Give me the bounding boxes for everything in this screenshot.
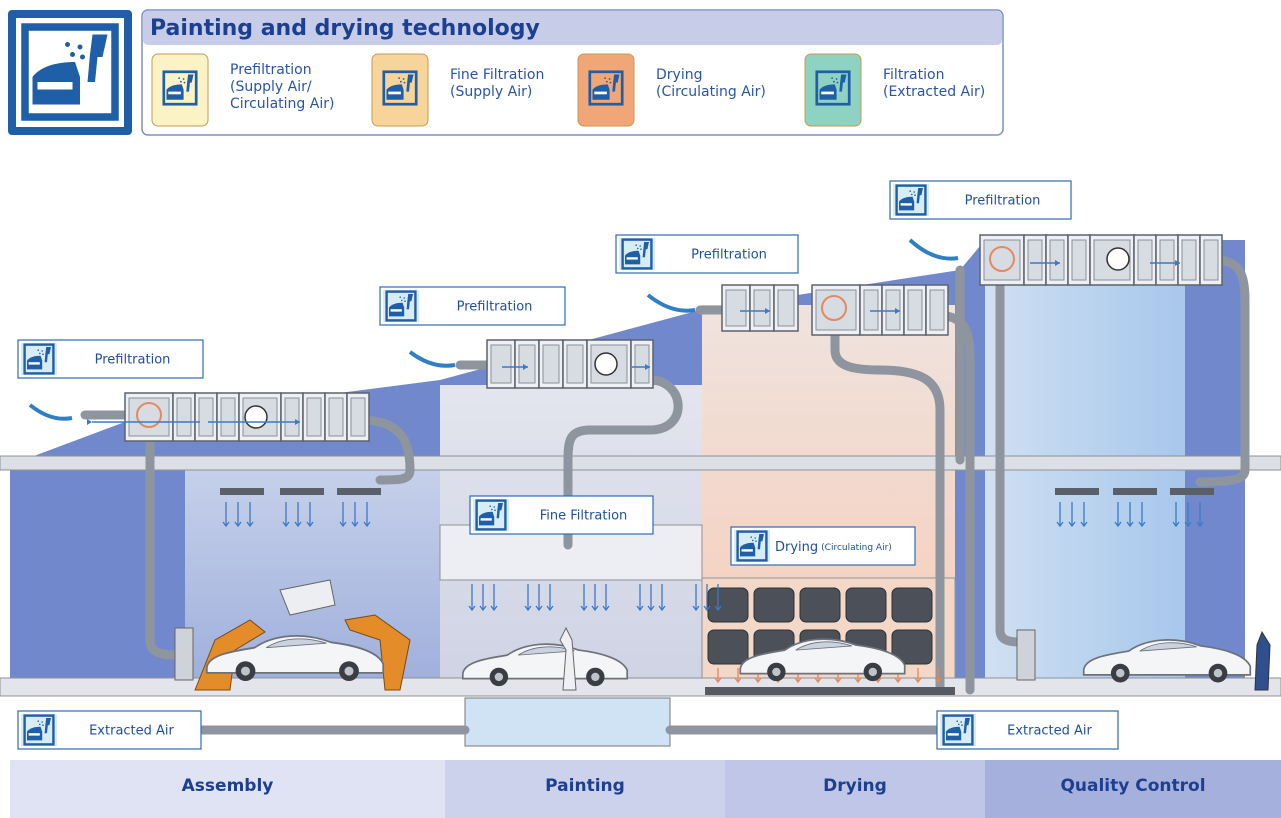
- legend-text: Circulating Air): [230, 96, 334, 112]
- unit-panel: [491, 345, 511, 383]
- unit-panel: [567, 345, 583, 383]
- unit-panel: [519, 345, 535, 383]
- callout-label: Extracted Air: [89, 724, 174, 739]
- unit-panel: [1072, 240, 1086, 280]
- dryer-radiator: [708, 630, 748, 664]
- intake-arrow: [910, 240, 958, 259]
- legend-text: (Extracted Air): [883, 84, 985, 100]
- unit-panel: [778, 290, 794, 326]
- intake-arrow: [648, 295, 695, 311]
- unit-panel: [199, 398, 213, 436]
- unit-panel: [726, 290, 746, 326]
- airflow-head: [87, 419, 92, 425]
- fan: [1107, 248, 1129, 270]
- diffuser: [1055, 488, 1099, 495]
- unit-panel: [177, 398, 191, 436]
- section-label: Assembly: [182, 776, 274, 796]
- unit-panel: [1182, 240, 1196, 280]
- extract-box: [1017, 630, 1035, 680]
- unit-panel: [930, 290, 944, 330]
- callout-label: Prefiltration: [457, 300, 533, 315]
- dryer-radiator: [754, 588, 794, 622]
- unit-panel: [1028, 240, 1042, 280]
- legend-text: (Circulating Air): [656, 84, 766, 100]
- section-label: Quality Control: [1060, 776, 1205, 796]
- unit-panel: [307, 398, 321, 436]
- section-label: Drying: [823, 776, 887, 796]
- floor: [0, 678, 1281, 696]
- unit-panel: [864, 290, 878, 330]
- diffuser: [1113, 488, 1157, 495]
- unit-panel: [754, 290, 770, 326]
- callout-label: Drying(Circulating Air): [775, 540, 892, 555]
- diffuser: [337, 488, 381, 495]
- sections: Assembly Painting Drying Quality Control: [10, 760, 1281, 818]
- drying-main: Drying: [775, 540, 818, 555]
- callout-label: Prefiltration: [965, 194, 1041, 209]
- dryer-radiator: [800, 588, 840, 622]
- dryer-radiator: [846, 588, 886, 622]
- callout-label: Extracted Air: [1007, 724, 1092, 739]
- unit-panel: [543, 345, 559, 383]
- unit-panel: [1204, 240, 1218, 280]
- unit-panel: [285, 398, 299, 436]
- diagram: Painting and drying technology Prefiltra…: [0, 0, 1281, 818]
- drying-note: (Circulating Air): [821, 543, 892, 553]
- callout-label: Prefiltration: [691, 248, 767, 263]
- diffuser: [280, 488, 324, 495]
- extract-box: [175, 628, 193, 680]
- section-label: Painting: [545, 776, 625, 796]
- qc-room: [985, 262, 1185, 680]
- dryer-radiator: [892, 588, 932, 622]
- unit-panel: [329, 398, 343, 436]
- floor-grate: [705, 687, 955, 695]
- dryer-radiator: [708, 588, 748, 622]
- unit-panel: [221, 398, 235, 436]
- ceiling-beam: [0, 456, 1281, 470]
- callout-label: Prefiltration: [95, 353, 171, 368]
- legend-text: (Supply Air/: [230, 79, 312, 95]
- unit-panel: [1050, 240, 1064, 280]
- callout-label: Fine Filtration: [540, 509, 628, 524]
- header-title: Painting and drying technology: [150, 16, 540, 41]
- unit-panel: [635, 345, 649, 383]
- legend-text: Drying: [656, 67, 702, 83]
- legend-text: Fine Filtration: [450, 67, 544, 83]
- intake-arrow: [410, 352, 455, 366]
- page: Painting and drying technology Prefiltra…: [0, 0, 1281, 818]
- diffuser: [220, 488, 264, 495]
- water-tank: [465, 698, 670, 746]
- unit-panel: [1160, 240, 1174, 280]
- diffuser: [1170, 488, 1214, 495]
- unit-panel: [351, 398, 365, 436]
- inspector: [1255, 632, 1270, 690]
- fan: [245, 406, 267, 428]
- legend-text: Prefiltration: [230, 62, 312, 78]
- intake-arrow: [30, 405, 72, 419]
- unit-panel: [908, 290, 922, 330]
- legend-text: Filtration: [883, 67, 944, 83]
- legend-text: (Supply Air): [450, 84, 532, 100]
- fan: [595, 353, 617, 375]
- unit-panel: [1138, 240, 1152, 280]
